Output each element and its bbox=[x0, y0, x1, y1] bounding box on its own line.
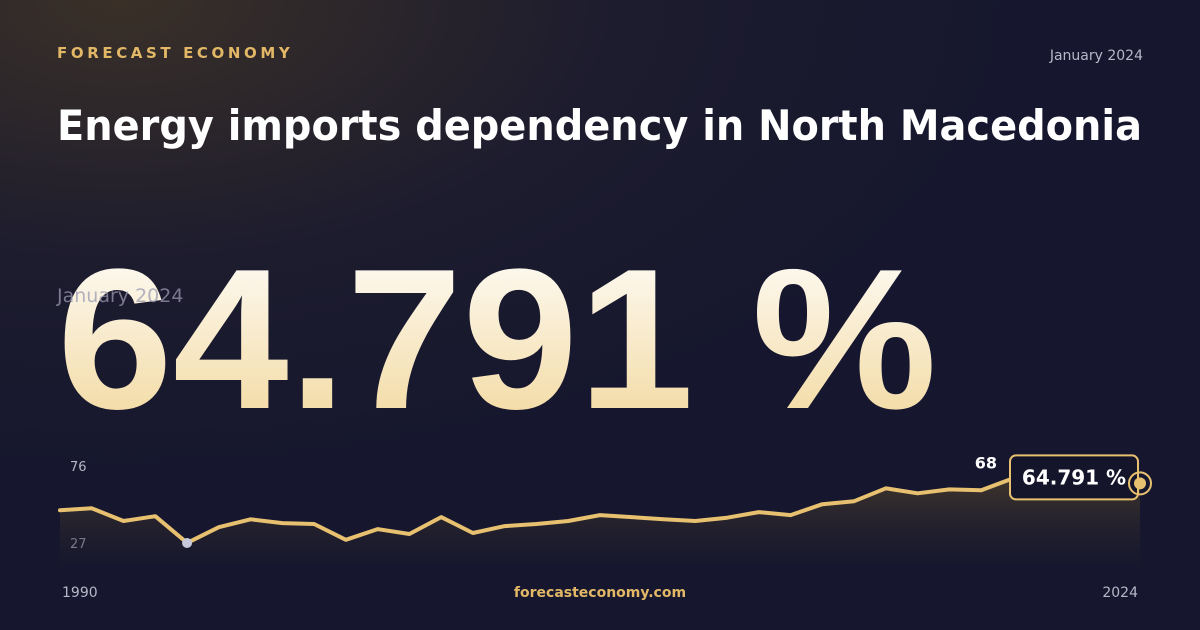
sparkline: 2776199020246864.791 % bbox=[58, 453, 1152, 601]
date: January 2024 bbox=[1049, 48, 1143, 64]
line bbox=[58, 476, 1142, 545]
x-tick-label: 1990 bbox=[62, 585, 98, 601]
y-tick-label: 76 bbox=[70, 460, 87, 475]
value-label: 68 bbox=[975, 453, 997, 472]
brand: FORECAST ECONOMY bbox=[57, 44, 293, 62]
headline-date: January 2024 bbox=[56, 285, 183, 307]
value-callout bbox=[1009, 454, 1139, 501]
footer: forecasteconomy.com bbox=[514, 585, 686, 601]
min-point bbox=[182, 537, 193, 548]
end-ring bbox=[1128, 471, 1152, 496]
area bbox=[60, 478, 1140, 565]
headline-value: 64.791 % bbox=[57, 228, 937, 451]
end-point bbox=[1134, 477, 1146, 490]
value-label: 64.791 % bbox=[1022, 465, 1126, 489]
title: Energy imports dependency in North Maced… bbox=[57, 101, 1142, 150]
x-tick-label: 2024 bbox=[1102, 585, 1138, 601]
